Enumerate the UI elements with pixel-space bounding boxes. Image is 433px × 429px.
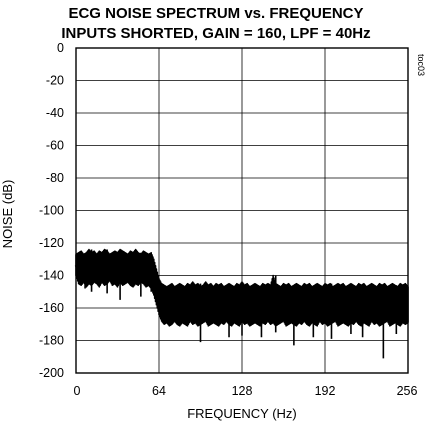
plot-frame	[75, 47, 409, 374]
y-axis-label: NOISE (dB)	[0, 180, 15, 249]
y-tick-label: -20	[46, 74, 64, 88]
y-tick-label: -200	[39, 366, 64, 380]
y-tick-labels: 0 -20 -40 -60 -80 -100 -120 -140 -160 -180 -200	[39, 41, 64, 380]
chart-title-line-1: ECG NOISE SPECTRUM vs. FREQUENCY	[68, 5, 363, 22]
y-tick-label: -40	[46, 106, 64, 120]
series-layer	[74, 248, 409, 359]
x-tick-label: 128	[232, 384, 253, 398]
x-tick-label: 256	[397, 384, 418, 398]
y-tick-label: -60	[46, 139, 64, 153]
y-tick-label: -180	[39, 334, 64, 348]
x-tick-label: 0	[74, 384, 81, 398]
y-tick-label: -100	[39, 204, 64, 218]
figure-tag: toc03	[416, 54, 426, 76]
y-tick-label: -140	[39, 269, 64, 283]
frame-layer	[75, 47, 409, 374]
y-tick-label: 0	[57, 41, 64, 55]
chart-title-line-2: INPUTS SHORTED, GAIN = 160, LPF = 40Hz	[61, 25, 370, 42]
x-axis-label: FREQUENCY (Hz)	[187, 406, 297, 421]
y-tick-label: -80	[46, 171, 64, 185]
x-tick-label: 192	[315, 384, 336, 398]
x-tick-label: 64	[152, 384, 166, 398]
y-tick-label: -160	[39, 301, 64, 315]
x-tick-labels: 0 64 128 192 256	[74, 384, 418, 398]
y-tick-label: -120	[39, 236, 64, 250]
